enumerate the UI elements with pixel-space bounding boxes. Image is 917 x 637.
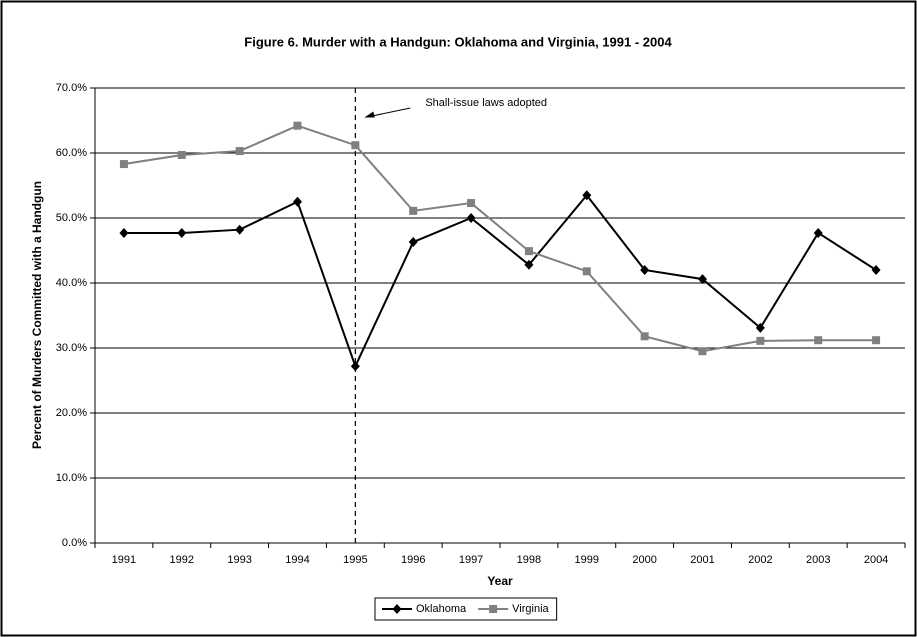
series-marker [350, 361, 360, 372]
series-marker [872, 336, 881, 345]
x-tick-label: 2001 [690, 554, 714, 566]
x-tick-label: 1991 [112, 554, 136, 566]
series-marker [582, 267, 591, 276]
series-marker [177, 150, 186, 159]
series-marker [293, 121, 302, 130]
series-marker [235, 147, 244, 156]
series-line [123, 193, 877, 369]
annotation-text: Shall-issue laws adopted [425, 97, 547, 109]
x-tick-label: 1998 [517, 554, 541, 566]
legend-marker [392, 604, 402, 614]
legend-marker [489, 605, 498, 613]
x-tick-label: 1997 [459, 554, 483, 566]
x-tick-label: 1999 [575, 554, 599, 566]
x-tick-label: 2000 [632, 554, 656, 566]
y-tick-label: 50.0% [56, 212, 87, 224]
legend-label: Virginia [512, 603, 549, 615]
series-marker [640, 265, 650, 275]
series-marker [524, 259, 534, 270]
series-marker [235, 224, 245, 235]
series-marker [119, 227, 129, 238]
series-marker [814, 336, 823, 345]
series-marker [871, 265, 881, 275]
y-tick-label: 40.0% [56, 277, 87, 289]
series-marker [524, 247, 533, 256]
y-tick-label: 0.0% [62, 537, 87, 549]
x-tick-label: 2003 [806, 554, 830, 566]
x-axis-title: Year [487, 574, 513, 588]
x-tick-label: 2004 [864, 554, 888, 566]
chart-title: Figure 6. Murder with a Handgun: Oklahom… [244, 34, 672, 49]
series-marker [698, 347, 707, 356]
x-tick-label: 2002 [748, 554, 772, 566]
x-tick-label: 1996 [401, 554, 425, 566]
x-tick-label: 1995 [343, 554, 367, 566]
series-marker [756, 336, 765, 345]
series-marker [409, 206, 418, 215]
y-tick-label: 10.0% [56, 472, 87, 484]
legend-label: Oklahoma [416, 603, 467, 615]
series-marker [467, 199, 476, 208]
y-tick-label: 70.0% [56, 82, 87, 94]
series-marker [293, 196, 302, 207]
y-tick-label: 30.0% [56, 342, 87, 354]
series-marker [582, 190, 592, 201]
legend: Oklahoma Virginia [374, 597, 558, 621]
series-marker [466, 213, 476, 223]
x-tick-label: 1992 [170, 554, 194, 566]
legend-box [374, 597, 558, 621]
annotation-arrowhead [364, 111, 375, 118]
y-axis-title: Percent of Murders Committed with a Hand… [30, 181, 44, 449]
x-tick-label: 1994 [285, 554, 309, 566]
series-line [123, 124, 877, 353]
series-marker [351, 141, 360, 150]
series-marker [177, 227, 187, 238]
series-marker [755, 322, 765, 333]
y-tick-label: 20.0% [56, 407, 87, 419]
series-marker [813, 227, 823, 238]
y-tick-label: 60.0% [56, 147, 87, 159]
series-marker [698, 274, 707, 285]
series-marker [640, 332, 649, 341]
x-tick-label: 1993 [227, 554, 251, 566]
series-marker [119, 160, 128, 169]
series-marker [408, 237, 418, 248]
annotation-arrow [367, 107, 411, 118]
